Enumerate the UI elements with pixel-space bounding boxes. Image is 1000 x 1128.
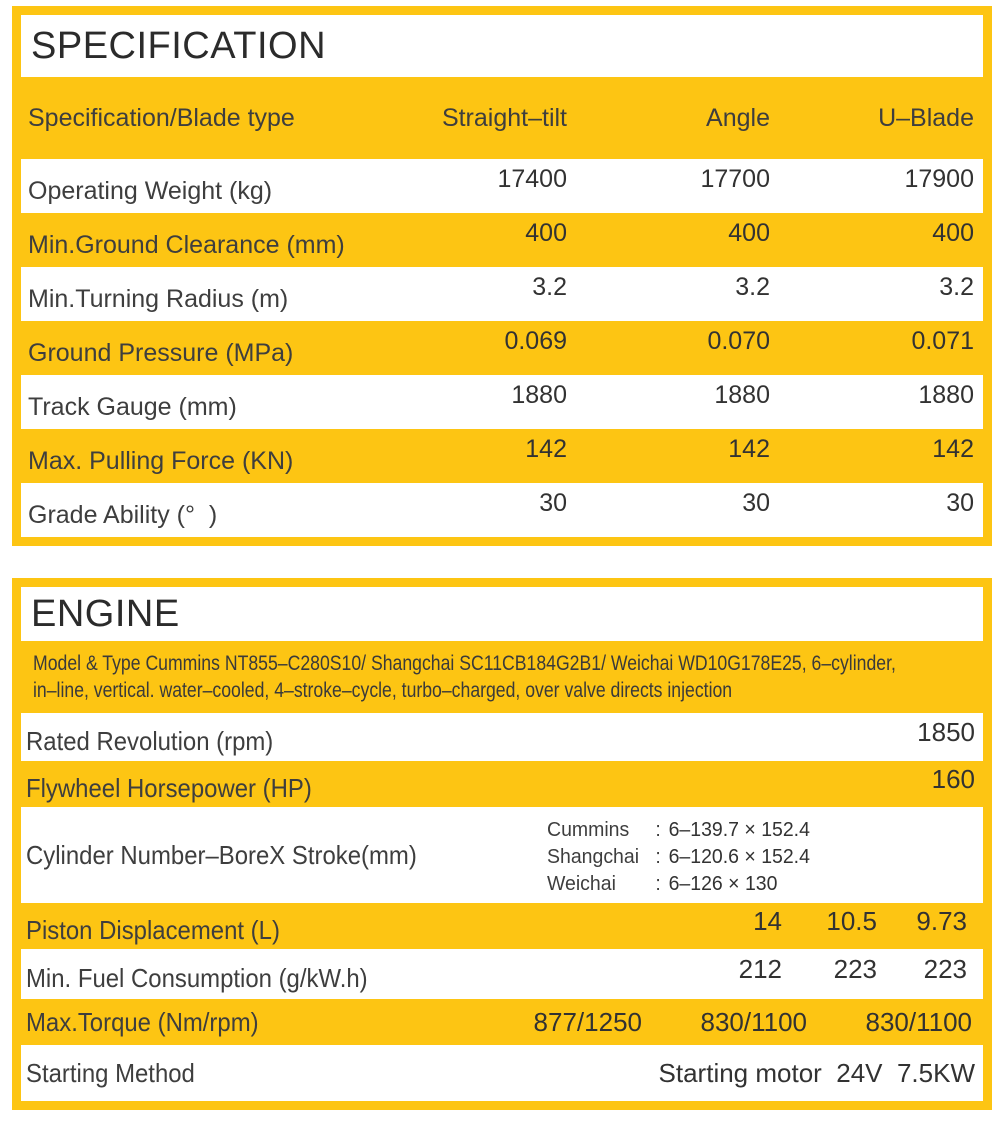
cell-value: 1880 [918,380,974,409]
engine-title: ENGINE [21,587,983,641]
row-label: Max.Torque (Nm/rpm) [26,1006,259,1037]
row-label: Starting Method [26,1057,195,1088]
cell-value: 9.73 [916,905,967,936]
row-values: 400 400 400 [363,219,983,255]
cell-value: 17400 [497,164,567,193]
specification-title: SPECIFICATION [21,15,983,77]
row-label: Rated Revolution (rpm) [26,725,274,756]
spec-row-grade-ability: Grade Ability (° ) 30 30 30 [21,483,983,537]
cell-value: 400 [525,218,567,247]
engine-row-cylinder-bore-stroke: Cylinder Number–BoreX Stroke(mm) Cummins… [21,807,983,903]
brand-name: Shangchai [547,844,640,868]
cell-value: 830/1100 [865,1006,972,1037]
engine-row-flywheel-horsepower: Flywheel Horsepower (HP) 160 [21,761,983,807]
brand-name: Cummins [547,817,630,841]
cell-value: 877/1250 [533,1006,642,1037]
cylinder-entry-weichai: Weichai:6–126 × 130 [547,870,961,897]
row-values: 17400 17700 17900 [363,165,983,201]
spec-row-ground-pressure: Ground Pressure (MPa) 0.069 0.070 0.071 [21,321,983,375]
spec-header-label: Specification/Blade type [28,103,295,132]
row-values: 3.2 3.2 3.2 [363,273,983,309]
spec-header-columns: Straight–tilt Angle U–Blade [363,104,983,133]
cell-value: 1850 [917,716,975,747]
cylinder-entries: Cummins:6–139.7 × 152.4 Shangchai:6–120.… [547,814,983,897]
row-values: 30 30 30 [363,489,983,525]
cell-value: 30 [946,488,974,517]
cell-value: 0.070 [707,326,770,355]
specification-section: SPECIFICATION Specification/Blade type S… [12,6,992,546]
cell-value: 3.2 [939,272,974,301]
row-label: Ground Pressure (MPa) [28,338,294,367]
column-header-straight-tilt: Straight–tilt [441,103,567,132]
engine-row-max-torque: Max.Torque (Nm/rpm) 877/1250 830/1100 83… [21,999,983,1045]
row-label: Min.Turning Radius (m) [28,284,289,313]
row-values: 0.069 0.070 0.071 [363,327,983,363]
row-label: Track Gauge (mm) [28,392,237,421]
colon-separator: : [655,844,661,868]
cell-value: 6–139.7 × 152.4 [668,817,810,841]
spec-row-ground-clearance: Min.Ground Clearance (mm) 400 400 400 [21,213,983,267]
cell-value: 14 [753,905,782,936]
engine-row-rated-revolution: Rated Revolution (rpm) 1850 [21,713,983,761]
cell-value: 223 [833,953,877,984]
cell-value: 3.2 [735,272,770,301]
cell-value: 142 [525,434,567,463]
spec-row-turning-radius: Min.Turning Radius (m) 3.2 3.2 3.2 [21,267,983,321]
row-values: 142 142 142 [363,435,983,471]
cell-value: 17700 [700,164,770,193]
row-label: Operating Weight (kg) [28,176,273,205]
cell-value: 142 [932,434,974,463]
engine-row-piston-displacement: Piston Displacement (L) 14 10.5 9.73 [21,903,983,949]
cell-value: 1880 [511,380,567,409]
model-type-line1: Model & Type Cummins NT855–C280S10/ Shan… [33,652,896,675]
column-header-angle: Angle [706,103,770,132]
cylinder-entry-shangchai: Shangchai:6–120.6 × 152.4 [547,843,961,870]
colon-separator: : [655,817,661,841]
cell-value: 30 [539,488,567,517]
row-label: Min.Ground Clearance (mm) [28,230,345,259]
cell-value: 0.069 [504,326,567,355]
cell-value: 1880 [714,380,770,409]
row-label: Flywheel Horsepower (HP) [26,772,312,803]
cell-value: 6–126 × 130 [668,871,778,895]
cell-value: 160 [931,763,975,794]
cell-value: 142 [728,434,770,463]
row-values: 877/1250 830/1100 830/1100 [477,1007,983,1038]
cell-value: 3.2 [532,272,567,301]
cylinder-entry-cummins: Cummins:6–139.7 × 152.4 [547,816,961,843]
spec-row-operating-weight: Operating Weight (kg) 17400 17700 17900 [21,159,983,213]
cell-value: 17900 [904,164,974,193]
engine-section: ENGINE Model & Type Cummins NT855–C280S1… [12,578,992,1110]
engine-row-starting-method: Starting Method Starting motor 24V 7.5KW [21,1045,983,1101]
row-values: 1880 1880 1880 [363,381,983,417]
row-label: Max. Pulling Force (KN) [28,446,294,475]
cell-value: 830/1100 [700,1006,807,1037]
cell-value: 0.071 [911,326,974,355]
row-label: Piston Displacement (L) [26,914,280,945]
spec-row-pulling-force: Max. Pulling Force (KN) 142 142 142 [21,429,983,483]
row-values: 14 10.5 9.73 [692,906,983,942]
cell-value: 212 [738,953,782,984]
spec-row-track-gauge: Track Gauge (mm) 1880 1880 1880 [21,375,983,429]
row-label: Min. Fuel Consumption (g/kW.h) [26,962,368,993]
cell-value: 6–120.6 × 152.4 [668,844,810,868]
engine-row-fuel-consumption: Min. Fuel Consumption (g/kW.h) 212 223 2… [21,949,983,999]
row-values: 212 223 223 [692,954,983,990]
cell-value: 400 [932,218,974,247]
row-label: Cylinder Number–BoreX Stroke(mm) [26,839,417,870]
row-label: Grade Ability (° ) [28,500,218,529]
engine-model-type: Model & Type Cummins NT855–C280S10/ Shan… [21,641,983,713]
cell-value: 400 [728,218,770,247]
cell-value: 10.5 [826,905,877,936]
column-header-u-blade: U–Blade [878,103,974,132]
model-type-line2: in–line, vertical. water–cooled, 4–strok… [33,679,733,702]
cell-value: Starting motor 24V 7.5KW [658,1057,975,1088]
brand-name: Weichai [547,871,616,895]
cell-value: 223 [923,953,967,984]
cell-value: 30 [742,488,770,517]
colon-separator: : [655,871,661,895]
spec-table-header-row: Specification/Blade type Straight–tilt A… [21,77,983,159]
